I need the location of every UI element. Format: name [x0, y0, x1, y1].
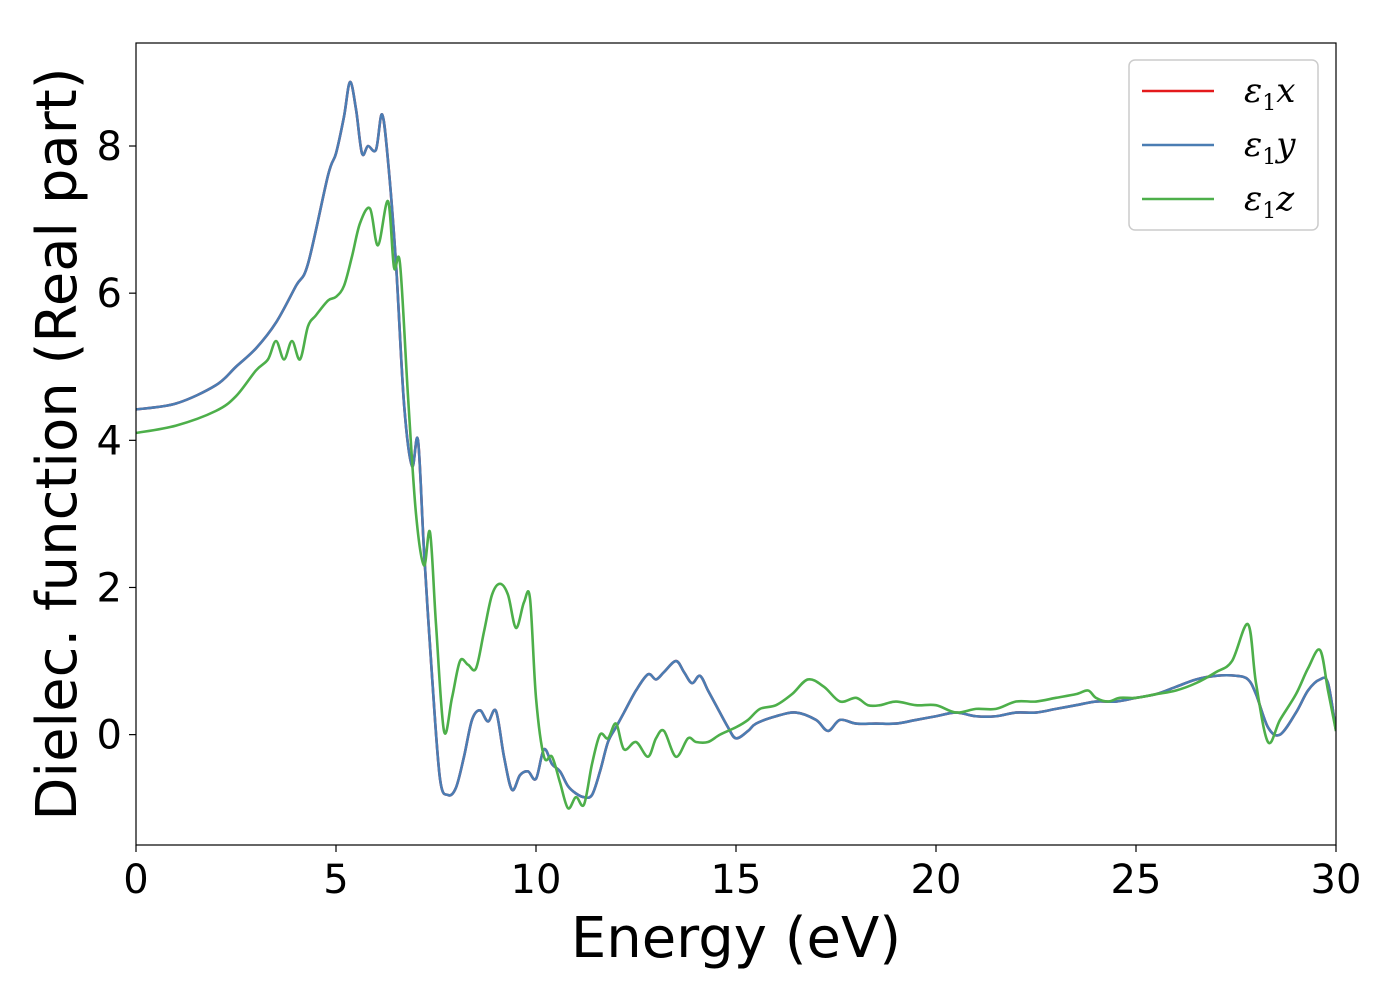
y-axis: 0 2 4 6 8 [97, 124, 136, 759]
x-tick-label: 15 [711, 857, 762, 903]
legend-label-suffix: z [1275, 179, 1295, 219]
y-tick-label: 8 [97, 124, 122, 170]
legend-label-x: ε1x [1244, 71, 1295, 116]
y-tick-label: 0 [97, 713, 122, 759]
series-line-y [136, 80, 1336, 800]
legend-label-sub: 1 [1262, 145, 1276, 170]
y-tick-label: 4 [97, 418, 122, 464]
legend-label-main: ε [1244, 71, 1262, 111]
y-tick-label: 6 [97, 271, 122, 317]
x-tick-label: 0 [123, 857, 148, 903]
x-axis: 0 5 10 15 20 25 30 [123, 845, 1361, 903]
series-line-z [136, 199, 1336, 810]
legend-label-sub: 1 [1262, 199, 1276, 224]
legend-box [1128, 59, 1319, 231]
legend-label-main: ε [1244, 125, 1262, 165]
legend-label-main: ε [1244, 179, 1262, 219]
x-tick-label: 30 [1311, 857, 1362, 903]
legend-label-z: ε1z [1244, 179, 1295, 224]
x-tick-label: 20 [911, 857, 962, 903]
x-tick-label: 5 [323, 857, 348, 903]
y-tick-label: 2 [97, 565, 122, 611]
x-axis-label: Energy (eV) [571, 906, 901, 971]
legend-label-y: ε1y [1244, 125, 1296, 170]
series-layer [136, 80, 1336, 810]
legend-label-suffix: x [1276, 71, 1295, 111]
legend-label-sub: 1 [1262, 91, 1276, 116]
legend-label-suffix: y [1274, 125, 1296, 165]
x-tick-label: 10 [511, 857, 562, 903]
y-axis-label: Dielec. function (Real part) [25, 67, 90, 820]
x-tick-label: 25 [1111, 857, 1162, 903]
